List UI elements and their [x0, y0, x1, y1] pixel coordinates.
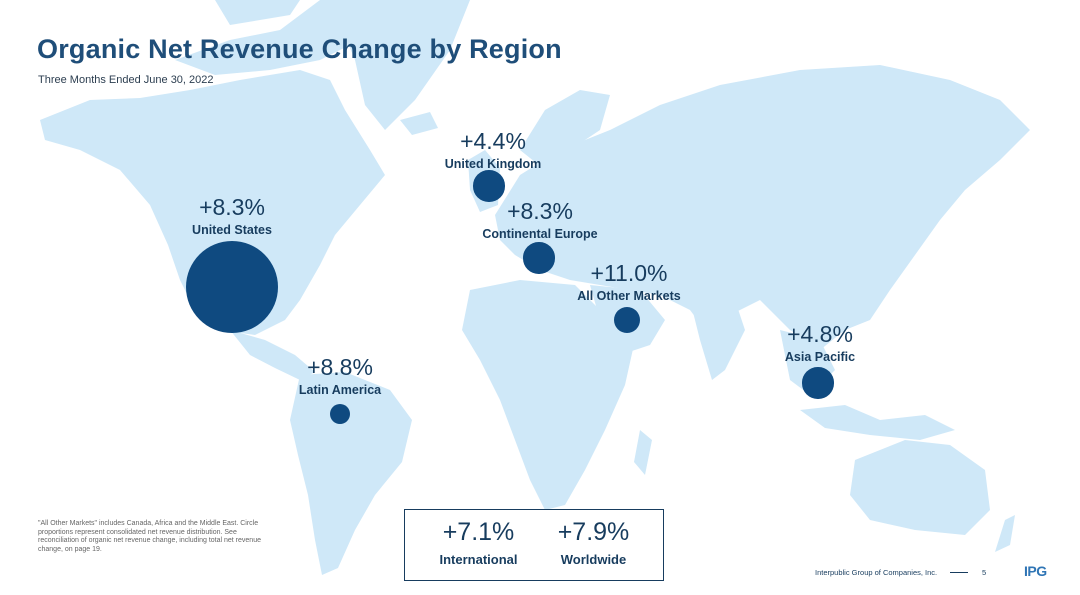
summary-international: +7.1% International	[421, 518, 536, 567]
region-asia-pacific: +4.8% Asia Pacific	[760, 321, 880, 364]
land-india	[690, 300, 745, 380]
land-central-america	[230, 330, 315, 380]
region-value: +8.3%	[199, 194, 265, 220]
region-value: +8.3%	[507, 198, 573, 224]
land-greenland	[330, 0, 470, 130]
land-arctic-islands	[175, 0, 370, 75]
region-united-kingdom: +4.4% United Kingdom	[423, 128, 563, 171]
land-indonesia	[800, 405, 955, 440]
marker-latin-america	[329, 403, 351, 425]
ipg-logo: IPG	[1024, 563, 1047, 579]
land-scandinavia	[520, 90, 610, 170]
region-name: Continental Europe	[482, 227, 598, 241]
region-value: +4.8%	[787, 321, 853, 347]
region-value: +11.0%	[590, 260, 668, 286]
region-united-states: +8.3% United States	[172, 194, 292, 237]
summary-label: Worldwide	[560, 552, 627, 567]
region-all-other-markets: +11.0% All Other Markets	[559, 260, 699, 303]
summary-box: +7.1% International +7.9% Worldwide	[404, 509, 664, 581]
page-title: Organic Net Revenue Change by Region	[37, 34, 562, 64]
marker-asia-pacific	[802, 367, 834, 399]
land-south-america	[290, 372, 412, 575]
summary-value: +7.1%	[442, 518, 515, 546]
land-australia	[850, 440, 990, 535]
land-north-america	[40, 70, 385, 335]
land-japan	[895, 195, 920, 262]
summary-value: +7.9%	[557, 518, 630, 546]
footer-company: Interpublic Group of Companies, Inc.	[815, 568, 938, 577]
footer-divider	[950, 572, 968, 573]
summary-label: International	[439, 552, 518, 567]
footnote: "All Other Markets" includes Canada, Afr…	[38, 520, 261, 553]
region-value: +8.8%	[307, 354, 373, 380]
marker-continental-europe	[523, 242, 555, 274]
region-name: United Kingdom	[444, 157, 542, 171]
region-name: United States	[192, 223, 272, 237]
region-name: All Other Markets	[577, 289, 681, 303]
page-subtitle: Three Months Ended June 30, 2022	[38, 74, 214, 86]
region-name: Latin America	[298, 383, 382, 397]
marker-united-kingdom	[473, 170, 505, 202]
region-latin-america: +8.8% Latin America	[280, 354, 400, 397]
region-continental-europe: +8.3% Continental Europe	[465, 198, 615, 241]
page-number: 5	[982, 568, 987, 577]
summary-worldwide: +7.9% Worldwide	[536, 518, 651, 567]
region-name: Asia Pacific	[784, 350, 856, 364]
land-africa	[462, 280, 635, 510]
region-value: +4.4%	[460, 128, 526, 154]
marker-all-other-markets	[613, 306, 641, 334]
marker-united-states	[185, 240, 279, 334]
land-eurasia	[495, 65, 1030, 350]
